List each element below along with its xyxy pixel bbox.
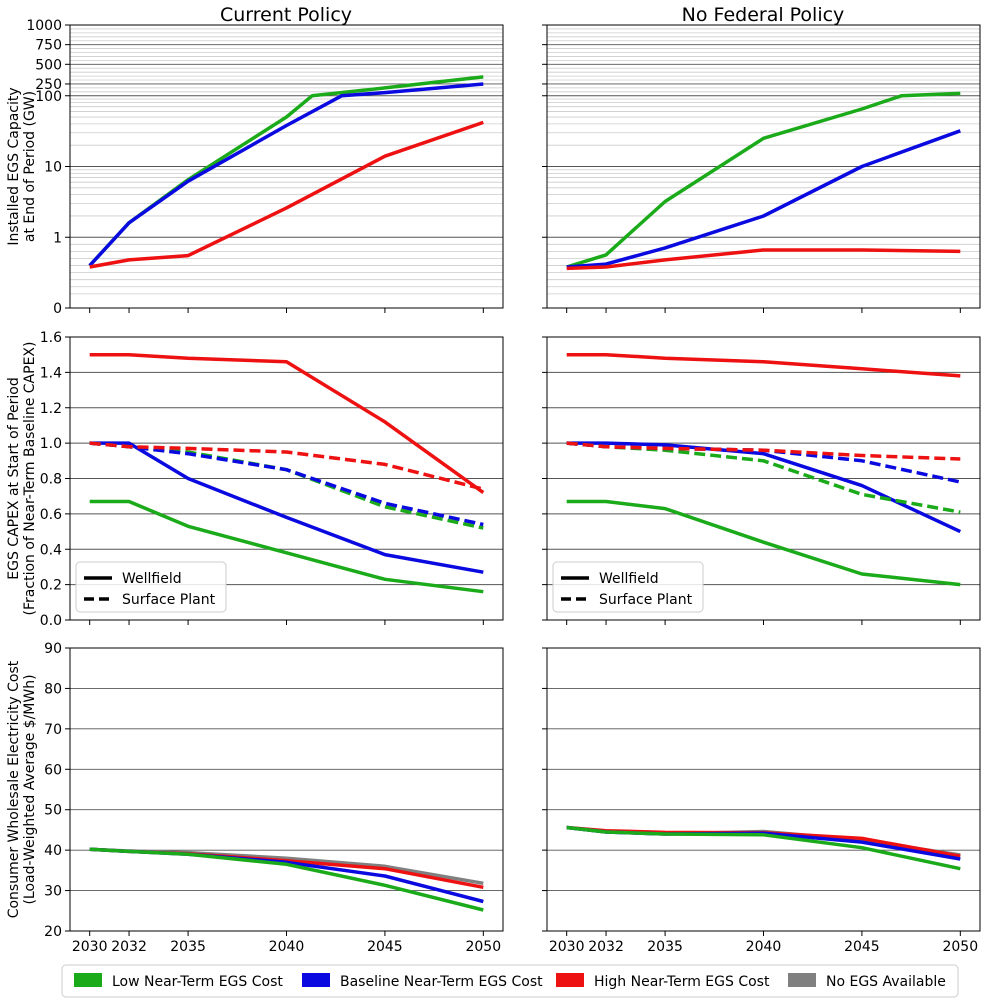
legend-swatch <box>302 973 330 987</box>
y-axis-label: Consumer Wholesale Electricity Cost <box>6 660 22 918</box>
legend-swatch <box>74 973 102 987</box>
y-tick-label: 500 <box>35 57 62 73</box>
legend-box <box>552 561 704 613</box>
y-axis-label: Installed EGS Capacity <box>6 87 22 245</box>
legend-surface-plant-label: Surface Plant <box>122 592 216 608</box>
series-line-high-near-term-egs-costdashed <box>566 441 961 461</box>
y-tick-label: 90 <box>44 641 62 657</box>
y-axis-label: EGS CAPEX at Start of Period <box>6 377 22 579</box>
panel-capex_current: 0.0 0.2 0.4 0.6 0.8 1.0 1.2 1.4 1.6 EGS CAPEX at … <box>6 330 504 629</box>
series-line-high-near-term-egs-costsolid <box>89 847 484 890</box>
x-tick-label: 2030 <box>549 939 585 955</box>
x-tick-label: 2050 <box>942 939 978 955</box>
x-tick-label: 2032 <box>111 939 147 955</box>
series-line-low-near-term-egs-costsolid <box>566 499 961 587</box>
series-line-baseline-near-term-egs-costsolid <box>88 82 484 267</box>
panel-cap_nofed <box>542 24 981 313</box>
plot-frame <box>546 647 981 932</box>
series-line-low-near-term-egs-costsolid <box>566 91 961 269</box>
y-tick-label: 250 <box>35 77 62 93</box>
legend-box <box>61 964 959 998</box>
x-tick-label: 2032 <box>588 939 624 955</box>
legend-surface-plant-label: Surface Plant <box>599 592 693 608</box>
series-line-low-near-term-egs-costsolid <box>89 499 484 594</box>
series-line-high-near-term-egs-costsolid <box>89 120 484 269</box>
linestyle-legend: Wellfield Surface Plant <box>75 561 227 613</box>
x-tick-label: 2040 <box>269 939 305 955</box>
panel-price_nofed: 2030 2032 2035 2040 2045 2050 <box>542 647 981 955</box>
x-tick-label: 2050 <box>465 939 501 955</box>
y-tick-label: 1.4 <box>40 365 62 381</box>
plot-frame <box>546 24 981 309</box>
x-tick-label: 2035 <box>647 939 683 955</box>
plot-frame <box>69 647 504 932</box>
y-axis-label: (Load-Weighted Average $/MWh) <box>22 674 38 904</box>
y-tick-label: 0.4 <box>40 542 62 558</box>
column-title-nofed: No Federal Policy <box>682 4 845 26</box>
panel-capex_nofed: Wellfield Surface Plant <box>542 336 981 625</box>
y-tick-label: 0.6 <box>40 507 62 523</box>
scenario-legend: Low Near-Term EGS Cost Baseline Near-Term… <box>61 964 959 998</box>
y-tick-label: 1000 <box>26 18 62 34</box>
series-line-baseline-near-term-egs-costsolid <box>566 441 962 534</box>
series-line-high-near-term-egs-costsolid <box>566 248 961 271</box>
y-tick-label: 1 <box>53 230 62 246</box>
y-tick-label: 1.2 <box>40 401 62 417</box>
plot-frame <box>69 24 504 309</box>
y-tick-label: 0.8 <box>40 472 62 488</box>
y-tick-label: 40 <box>44 843 62 859</box>
y-tick-label: 0.0 <box>40 613 62 629</box>
series-line-high-near-term-egs-costsolid <box>566 352 961 378</box>
y-axis-label: (Fraction of Near-Term Baseline CAPEX) <box>22 342 38 616</box>
legend-label: Low Near-Term EGS Cost <box>112 974 283 990</box>
y-tick-label: 50 <box>44 803 62 819</box>
legend-swatch <box>556 973 584 987</box>
series-line-high-near-term-egs-costdashed <box>89 441 484 491</box>
y-tick-label: 60 <box>44 762 62 778</box>
x-tick-label: 2035 <box>170 939 206 955</box>
series-line-baseline-near-term-egs-costsolid <box>566 129 961 269</box>
x-tick-label: 2045 <box>367 939 403 955</box>
legend-wellfield-label: Wellfield <box>122 571 182 587</box>
series-line-no-egs-availablesolid <box>89 847 484 886</box>
x-tick-label: 2040 <box>746 939 782 955</box>
y-tick-label: 750 <box>35 38 62 54</box>
y-tick-label: 0 <box>53 301 62 317</box>
x-tick-label: 2030 <box>72 939 108 955</box>
legend-label: Baseline Near-Term EGS Cost <box>340 974 543 990</box>
legend-wellfield-label: Wellfield <box>599 571 659 587</box>
legend-label: High Near-Term EGS Cost <box>594 974 770 990</box>
linestyle-legend: Wellfield Surface Plant <box>552 561 704 613</box>
y-tick-label: 10 <box>44 160 62 176</box>
y-tick-label: 30 <box>44 884 62 900</box>
y-tick-label: 1.0 <box>40 436 62 452</box>
series-line-baseline-near-term-egs-costsolid <box>89 441 484 574</box>
column-title-current: Current Policy <box>220 4 352 26</box>
legend-label: No EGS Available <box>826 974 946 990</box>
plot-frame <box>546 336 981 621</box>
y-axis-label: at End of Period (GW) <box>22 91 38 242</box>
legend-box <box>75 561 227 613</box>
y-tick-label: 100 <box>35 89 62 105</box>
y-tick-label: 70 <box>44 722 62 738</box>
series-line-high-near-term-egs-costsolid <box>89 352 485 495</box>
x-tick-label: 2045 <box>844 939 880 955</box>
series-line-low-near-term-egs-costsolid <box>89 847 484 912</box>
plot-frame <box>69 336 504 621</box>
y-tick-label: 80 <box>44 681 62 697</box>
series-line-low-near-term-egs-costsolid <box>566 825 961 871</box>
legend-swatch <box>788 973 816 987</box>
y-tick-label: 1.6 <box>40 330 62 346</box>
y-tick-label: 20 <box>44 924 62 940</box>
y-tick-label: 0.2 <box>40 578 62 594</box>
